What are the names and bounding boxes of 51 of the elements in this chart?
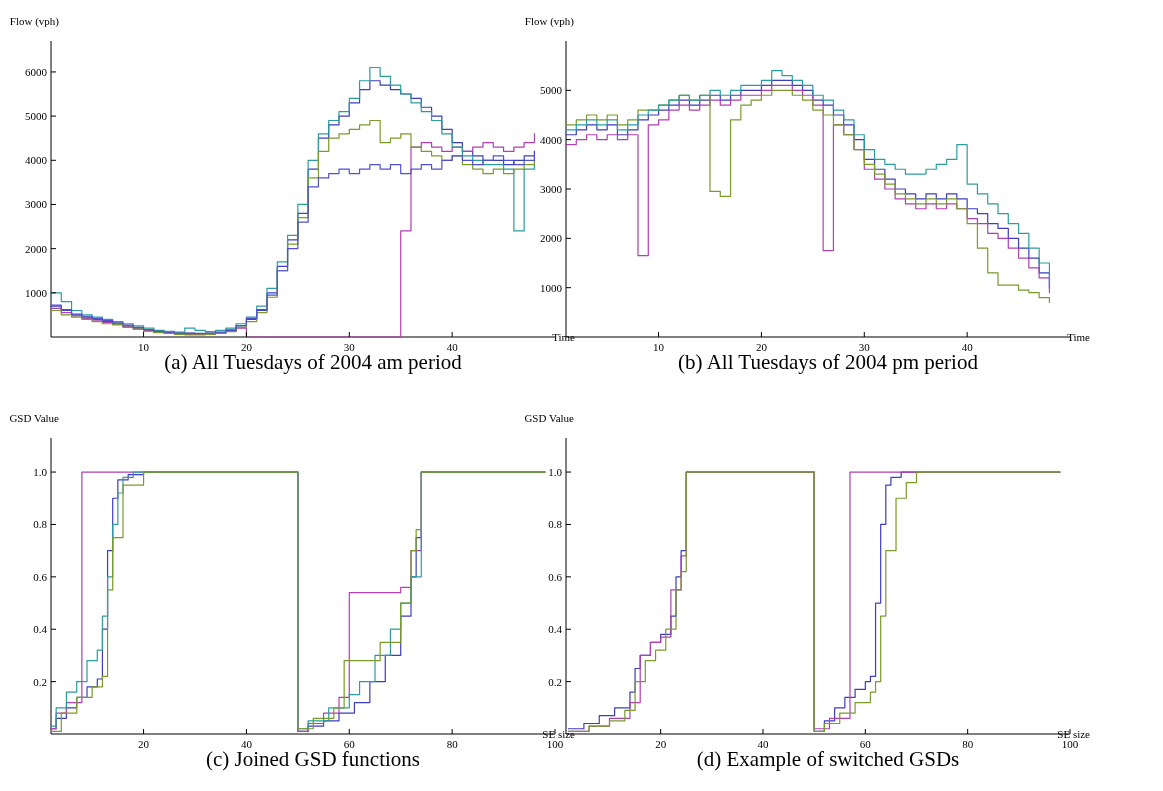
x-tick-label: 10 xyxy=(653,341,665,353)
y-tick-label: 1000 xyxy=(25,286,48,299)
y-tick-label: 3000 xyxy=(25,198,48,211)
text: (a) All Tuesdays of 2004 am period xyxy=(164,350,463,374)
x-tick-label: 30 xyxy=(858,341,871,353)
y-tick-label: 0.4 xyxy=(33,623,48,636)
x-tick-label: 80 xyxy=(446,738,459,750)
x-axis-title: Time xyxy=(1067,331,1091,343)
x-tick-label: 60 xyxy=(859,738,872,750)
x-tick-label: 40 xyxy=(961,341,974,353)
x-tick-label: 30 xyxy=(343,341,356,353)
x-axis-title: Time xyxy=(552,331,576,343)
y-tick-label: 3000 xyxy=(540,183,563,195)
x-tick-label: 20 xyxy=(138,738,150,750)
x-tick-label: 40 xyxy=(446,341,459,353)
x-tick-label: 100 xyxy=(546,738,564,750)
y-tick-label: 1.0 xyxy=(548,466,563,479)
text: (b) All Tuesdays of 2004 pm period xyxy=(678,350,979,374)
y-tick-label: 0.6 xyxy=(33,570,48,583)
x-tick-label: 20 xyxy=(240,341,253,353)
y-axis-title: GSD Value xyxy=(524,412,575,424)
x-tick-label: 60 xyxy=(343,738,356,750)
y-tick-label: 4000 xyxy=(25,154,48,167)
y-tick-label: 2000 xyxy=(540,232,563,245)
y-tick-label: 0.4 xyxy=(548,623,563,636)
y-tick-label: 0.8 xyxy=(33,518,48,531)
x-tick-label: 40 xyxy=(757,738,769,750)
x-tick-label: 80 xyxy=(962,738,974,750)
y-tick-label: 0.2 xyxy=(33,675,47,688)
x-axis-title: SE size xyxy=(542,728,576,740)
y-tick-label: 6000 xyxy=(25,65,48,78)
y-tick-label: 0.2 xyxy=(548,675,562,688)
y-tick-label: 0.6 xyxy=(548,570,563,583)
y-axis-title: Flow (vph) xyxy=(524,15,575,28)
x-tick-label: 10 xyxy=(138,341,150,353)
y-axis-title: GSD Value xyxy=(9,412,60,424)
x-tick-label: 100 xyxy=(1061,738,1079,750)
text: (d) Example of switched GSDs xyxy=(696,747,960,771)
y-tick-label: 5000 xyxy=(25,110,48,123)
x-tick-label: 40 xyxy=(240,738,253,750)
y-axis-title: Flow (vph) xyxy=(9,15,60,28)
y-tick-label: 4000 xyxy=(540,133,563,146)
y-tick-label: 5000 xyxy=(540,84,563,97)
y-tick-label: 2000 xyxy=(25,242,48,255)
text: (c) Joined GSD functions xyxy=(205,747,421,771)
y-tick-label: 1000 xyxy=(540,281,563,294)
x-tick-label: 20 xyxy=(755,341,768,353)
x-tick-label: 20 xyxy=(655,738,667,750)
x-axis-title: SE size xyxy=(1057,728,1091,740)
y-tick-label: 1.0 xyxy=(33,466,48,479)
y-tick-label: 0.8 xyxy=(548,518,563,531)
